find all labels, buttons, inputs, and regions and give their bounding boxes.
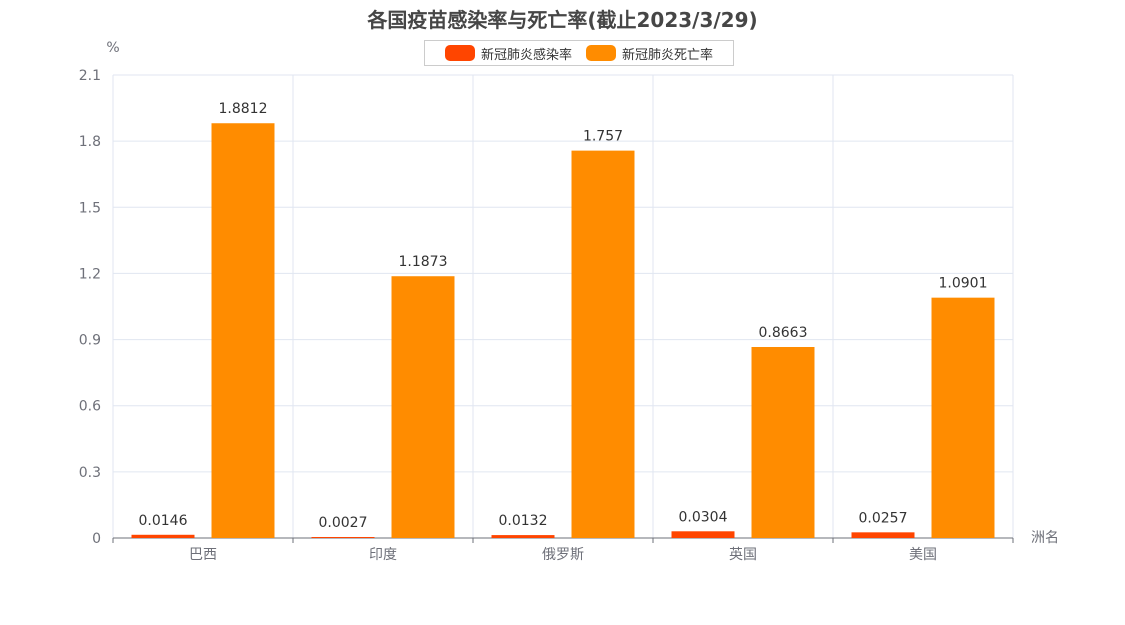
legend-label-infection: 新冠肺炎感染率 <box>480 47 572 63</box>
data-label: 1.757 <box>583 129 623 145</box>
data-label: 1.1873 <box>399 254 448 270</box>
bar[interactable] <box>571 150 635 538</box>
data-label: 0.0027 <box>319 515 368 531</box>
y-tick-label: 0.3 <box>79 465 101 481</box>
data-label: 1.0901 <box>939 276 988 292</box>
bar[interactable] <box>131 534 195 538</box>
chart-title: 各国疫苗感染率与死亡率(截止2023/3/29) <box>367 8 758 32</box>
data-label: 0.0304 <box>679 509 728 525</box>
bar[interactable] <box>391 276 455 538</box>
data-label: 1.8812 <box>219 101 268 117</box>
y-tick-label: 1.5 <box>79 200 101 216</box>
data-label: 0.0146 <box>139 513 188 529</box>
y-tick-label: 0.9 <box>79 333 101 349</box>
bar[interactable] <box>851 532 915 538</box>
legend-item-infection[interactable]: 新冠肺炎感染率 <box>444 44 572 63</box>
y-axis-label: % <box>106 40 119 56</box>
legend-swatch-infection <box>444 45 475 61</box>
y-tick-label: 1.8 <box>79 134 101 150</box>
bar[interactable] <box>491 535 555 538</box>
bar[interactable] <box>671 531 735 538</box>
x-tick-label: 英国 <box>729 546 757 563</box>
x-tick-label: 美国 <box>909 547 937 563</box>
x-tick-label: 印度 <box>369 547 397 563</box>
y-tick-label: 0 <box>92 531 101 547</box>
x-tick-label: 俄罗斯 <box>542 547 584 563</box>
data-label: 0.0132 <box>499 513 548 529</box>
data-label: 0.0257 <box>859 510 908 526</box>
legend-item-death[interactable]: 新冠肺炎死亡率 <box>586 44 713 63</box>
x-tick-label: 巴西 <box>189 547 217 563</box>
y-tick-label: 0.6 <box>79 399 101 415</box>
y-tick-label: 1.2 <box>79 266 101 282</box>
data-label: 0.8663 <box>759 325 808 341</box>
bar[interactable] <box>751 347 815 538</box>
legend-label-death: 新冠肺炎死亡率 <box>622 47 714 63</box>
legend[interactable]: 新冠肺炎感染率 新冠肺炎死亡率 <box>424 40 734 66</box>
y-tick-label: 2.1 <box>79 68 101 84</box>
bar[interactable] <box>211 123 275 539</box>
bar[interactable] <box>931 297 995 538</box>
x-axis-label: 洲名 <box>1031 530 1059 546</box>
bar[interactable] <box>311 537 375 538</box>
legend-swatch-death <box>586 45 616 61</box>
